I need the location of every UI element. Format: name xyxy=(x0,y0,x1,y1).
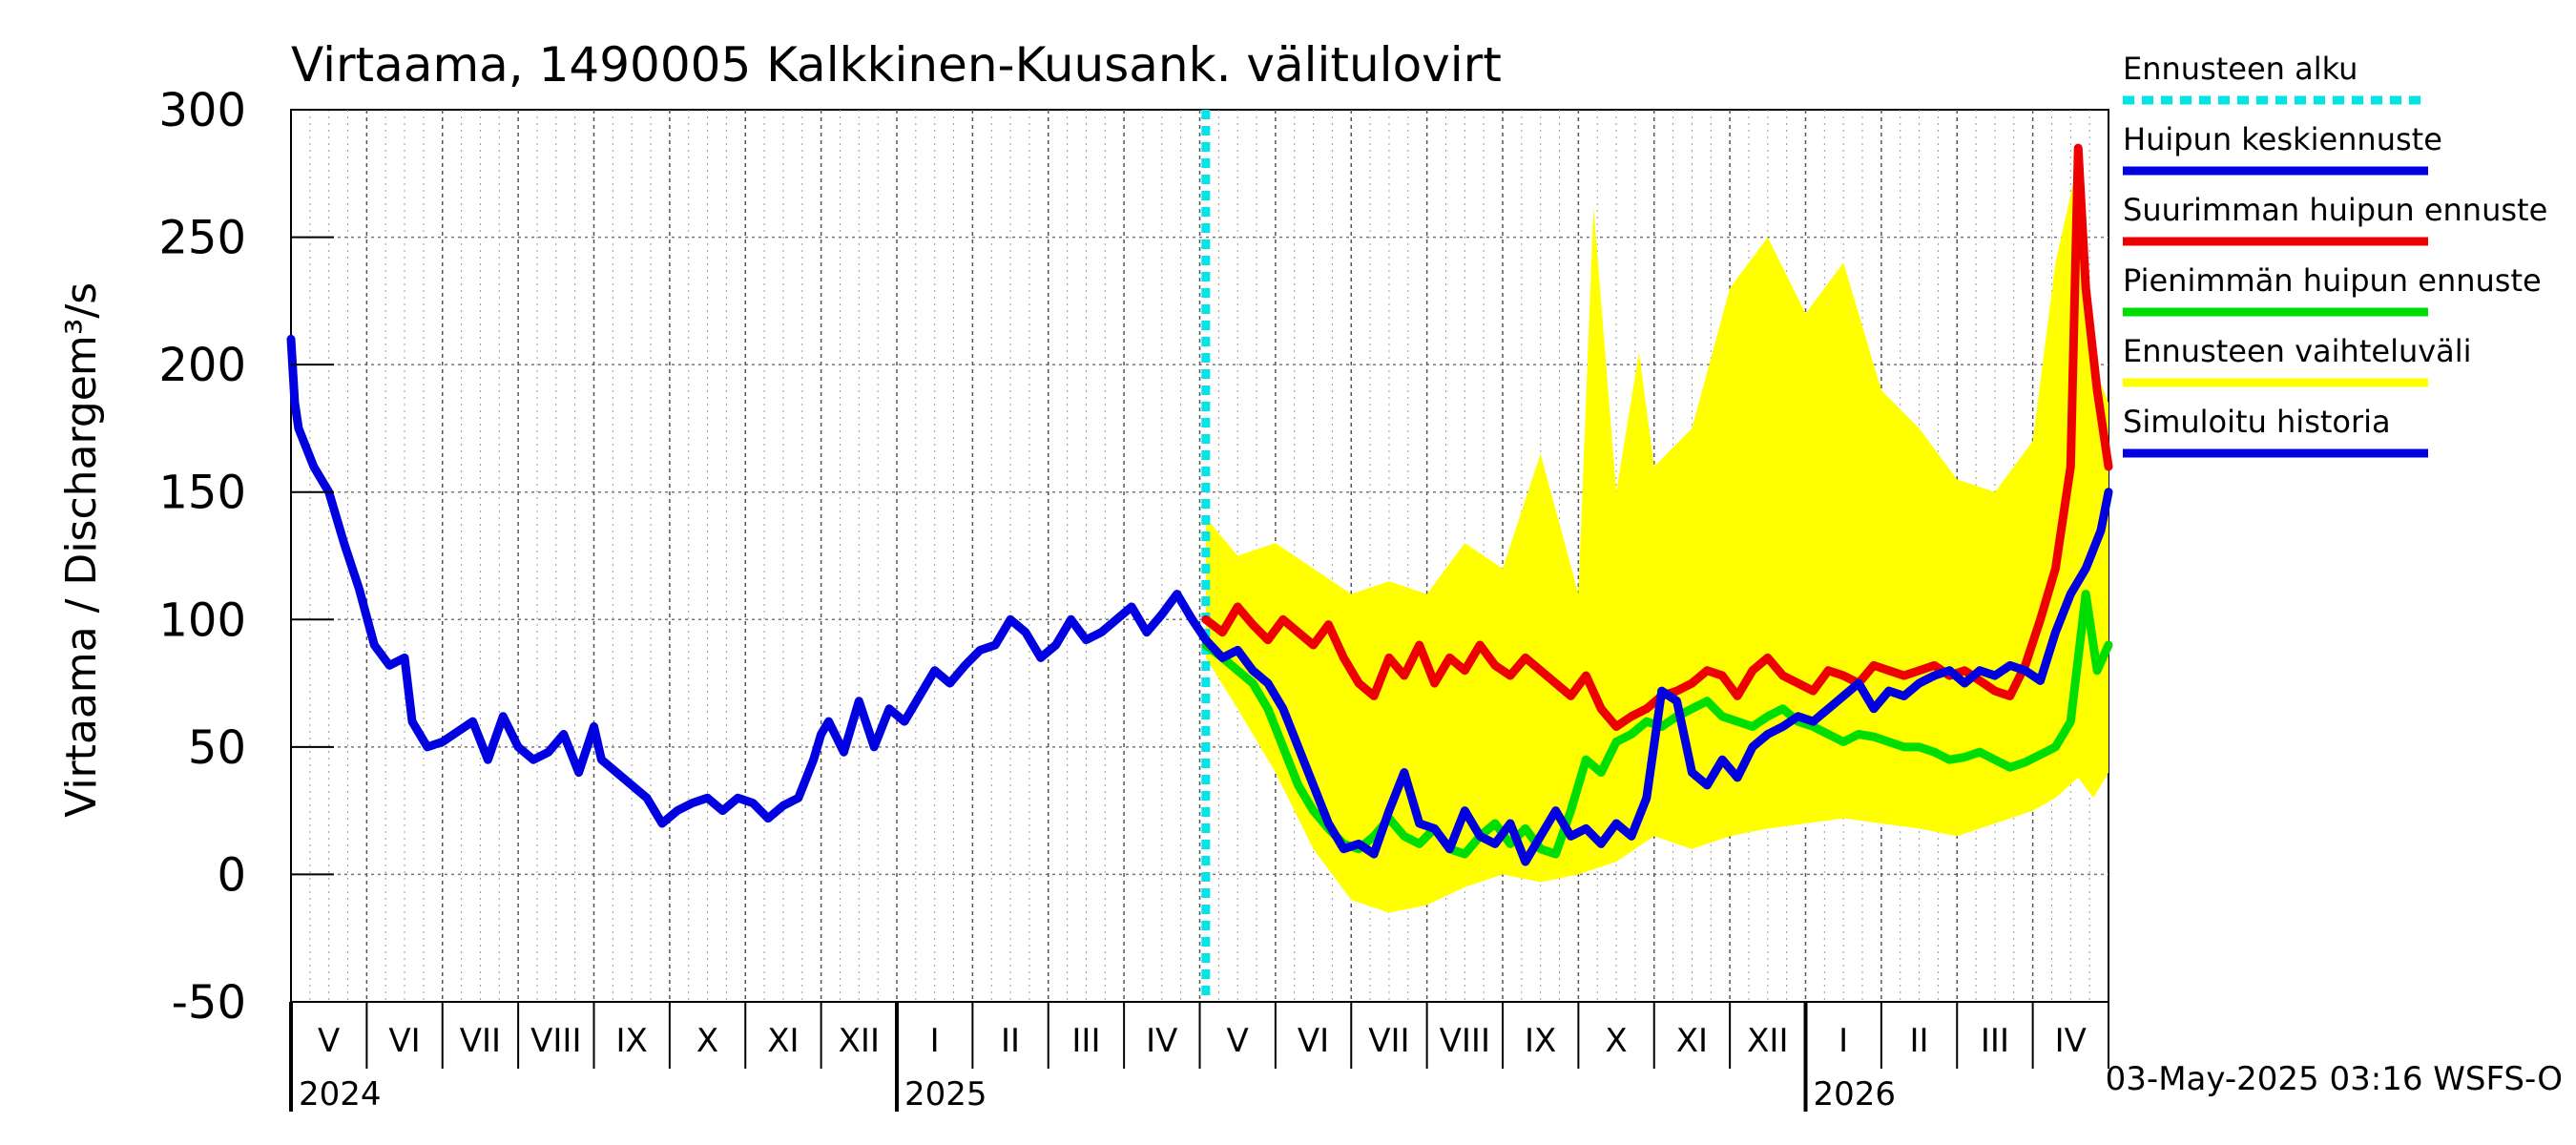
x-month-label: IX xyxy=(1525,1022,1556,1060)
forecast-band-layer xyxy=(1205,160,2109,913)
legend: Ennusteen alku Huipun keskiennuste Suurimm… xyxy=(2123,51,2547,458)
y-axis-unit: m³/s xyxy=(57,282,106,376)
legend-label: Simuloitu historia xyxy=(2123,404,2391,440)
x-month-label: III xyxy=(1071,1022,1100,1060)
x-month-label: VI xyxy=(1298,1022,1329,1060)
x-month-label: IX xyxy=(616,1022,648,1060)
legend-label: Ennusteen vaihteluväli xyxy=(2123,333,2472,369)
x-year-label: 2025 xyxy=(904,1075,987,1114)
chart-title: Virtaama, 1490005 Kalkkinen-Kuusank. väl… xyxy=(291,37,1502,93)
y-tick-label: 150 xyxy=(158,467,246,520)
simulated-history-line xyxy=(286,334,1211,828)
x-month-label: II xyxy=(1910,1022,1929,1060)
forecast-range-band xyxy=(1205,160,2109,913)
x-month-label: X xyxy=(1605,1022,1627,1060)
y-tick-label: 50 xyxy=(188,721,246,775)
y-tick-label: 300 xyxy=(158,84,246,137)
y-tick-label: -50 xyxy=(172,976,246,1030)
x-month-label: XII xyxy=(1747,1022,1788,1060)
x-year-label: 2026 xyxy=(1814,1075,1897,1114)
y-tick-label: 100 xyxy=(158,593,246,647)
legend-label: Huipun keskiennuste xyxy=(2123,121,2442,157)
legend-label: Suurimman huipun ennuste xyxy=(2123,192,2547,228)
x-month-label: II xyxy=(1001,1022,1020,1060)
x-month-label: VIII xyxy=(530,1022,581,1060)
x-month-label: III xyxy=(1981,1022,2009,1060)
x-month-label: V xyxy=(318,1022,340,1060)
x-year-label: 2024 xyxy=(299,1075,382,1114)
y-tick-label: 0 xyxy=(217,848,246,902)
mean-peak-forecast-line xyxy=(1201,488,2113,866)
footer-timestamp: 03-May-2025 03:16 WSFS-O xyxy=(2106,1060,2563,1098)
x-month-label: VI xyxy=(388,1022,420,1060)
y-tick-label: 250 xyxy=(158,212,246,265)
x-month-label: XII xyxy=(839,1022,880,1060)
x-month-label: VII xyxy=(460,1022,501,1060)
grid-layer xyxy=(290,109,2109,1003)
x-month-label: I xyxy=(1839,1022,1848,1060)
series-line-layer xyxy=(286,110,2113,1002)
legend-label: Ennusteen alku xyxy=(2123,51,2358,87)
x-month-label: VII xyxy=(1368,1022,1409,1060)
x-month-label: XI xyxy=(767,1022,799,1060)
x-month-label: V xyxy=(1227,1022,1249,1060)
x-month-label: IV xyxy=(1146,1022,1177,1060)
x-month-label: XI xyxy=(1676,1022,1708,1060)
legend-label: Pienimmän huipun ennuste xyxy=(2123,262,2542,299)
y-axis-label: Virtaama / Discharge xyxy=(57,375,106,818)
x-month-label: VIII xyxy=(1440,1022,1490,1060)
x-month-label: I xyxy=(930,1022,940,1060)
x-month-label: X xyxy=(696,1022,718,1060)
y-tick-label: 200 xyxy=(158,339,246,392)
x-month-label: IV xyxy=(2055,1022,2087,1060)
